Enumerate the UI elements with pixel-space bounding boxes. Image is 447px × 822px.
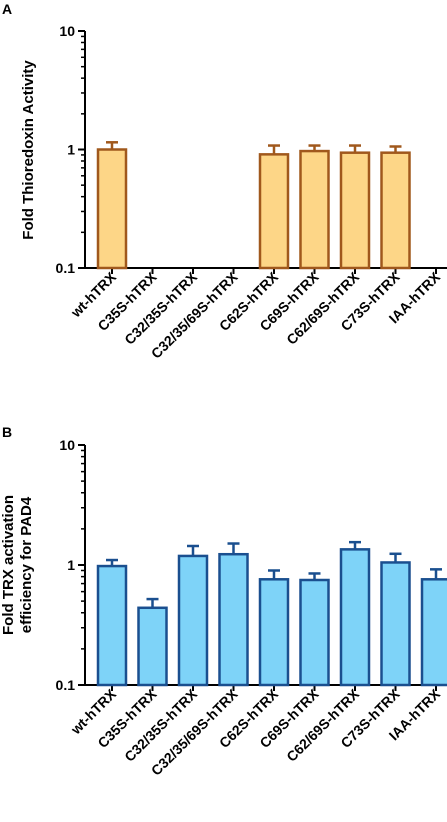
bar: [218, 552, 249, 687]
y-tick-label: 0.1: [56, 260, 76, 276]
panel-b-chart: B Fold TRX activation efficiency for PAD4 0…: [0, 424, 447, 779]
panel-label: A: [2, 1, 12, 17]
bar: [177, 554, 209, 687]
y-tick-label: 1: [67, 557, 75, 573]
y-tick-label: 0.1: [56, 677, 76, 693]
bar: [258, 153, 290, 270]
y-tick-label: 10: [59, 23, 75, 39]
bar: [380, 561, 411, 687]
y-axis-title: Fold TRX activation: [0, 495, 17, 635]
bar: [258, 578, 290, 687]
y-tick-label: 10: [59, 437, 75, 453]
panel-label: B: [2, 424, 12, 440]
bar: [299, 149, 330, 270]
bar: [339, 548, 371, 687]
bar: [299, 578, 330, 687]
bar: [420, 578, 447, 687]
bar: [380, 151, 411, 270]
y-tick-label: 1: [67, 142, 75, 158]
bar: [137, 606, 168, 687]
bar: [339, 151, 371, 270]
y-axis-title: Fold Thioredoxin Activity: [20, 60, 37, 240]
bar: [96, 148, 128, 270]
bar: [96, 564, 128, 687]
y-axis-title: efficiency for PAD4: [18, 496, 35, 633]
